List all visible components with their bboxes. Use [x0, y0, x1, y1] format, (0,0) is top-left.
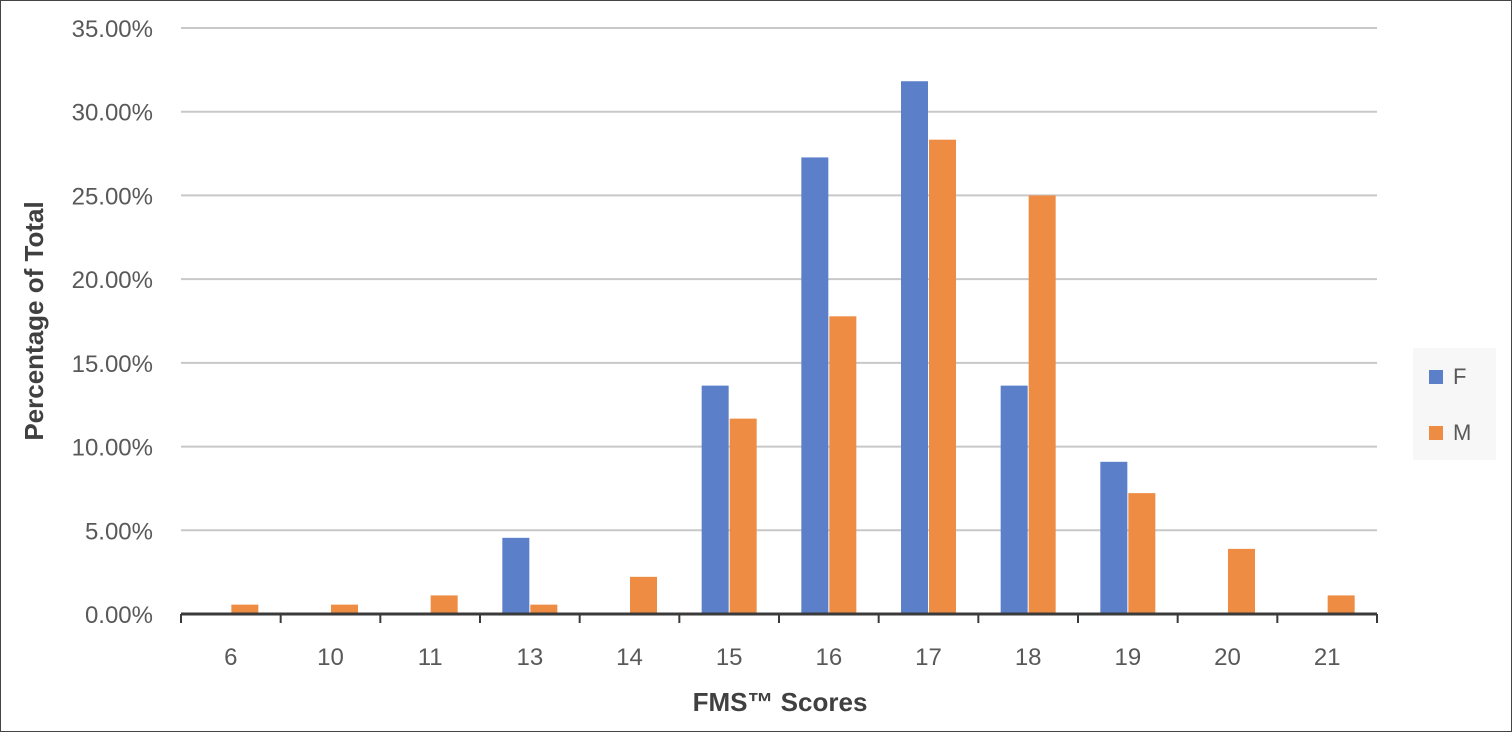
bar-m-14: [630, 576, 657, 614]
bar-m-13: [530, 604, 558, 614]
bar-f-16: [801, 157, 829, 614]
y-tick-label: 25.00%: [72, 183, 153, 210]
bar-m-10: [331, 604, 358, 614]
y-tick-label: 0.00%: [85, 602, 153, 629]
y-tick-label: 10.00%: [72, 435, 153, 462]
x-tick-label: 11: [418, 644, 443, 671]
legend-item-m: M: [1429, 420, 1471, 446]
x-tick-label: 19: [1114, 644, 1141, 671]
x-tick-label: 14: [616, 644, 643, 671]
legend-label-f: F: [1453, 364, 1467, 389]
bar-f-17: [901, 81, 928, 614]
bar-m-11: [430, 595, 458, 614]
gridlines: [181, 27, 1377, 532]
legend-item-f: F: [1429, 364, 1466, 390]
bar-m-16: [829, 316, 857, 614]
y-tick-label: 35.00%: [72, 16, 153, 43]
bar-m-21: [1327, 595, 1355, 614]
x-axis: [180, 612, 1378, 623]
legend-label-m: M: [1453, 420, 1472, 445]
x-axis-title: FMS™ Scores: [693, 687, 868, 717]
x-axis-tick-labels: 6 10 11 13 14 15 16 17 18 19 20 21: [224, 644, 1340, 671]
x-tick-label: 13: [516, 644, 543, 671]
bar-m-17: [929, 139, 956, 614]
legend: F M: [1413, 348, 1496, 460]
bar-m-19: [1128, 493, 1156, 614]
x-tick-label: 10: [317, 644, 344, 671]
bar-f-13: [502, 537, 530, 614]
bar-m-6: [231, 604, 259, 614]
bar-m-20: [1228, 548, 1255, 614]
x-tick-label: 15: [716, 644, 743, 671]
bar-m-15: [729, 418, 757, 614]
y-axis-tick-labels: 0.00% 5.00% 10.00% 15.00% 20.00% 25.00% 30.00%…: [72, 16, 153, 629]
bar-f-19: [1100, 461, 1128, 614]
bar-f-18: [1000, 385, 1028, 614]
legend-swatch-m: [1429, 426, 1443, 440]
x-tick-label: 21: [1314, 644, 1341, 671]
x-tick-label: 6: [224, 644, 237, 671]
x-tick-label: 20: [1214, 644, 1241, 671]
y-axis-title: Percentage of Total: [19, 201, 49, 440]
bars: [231, 81, 1355, 614]
x-tick-label: 16: [815, 644, 842, 671]
y-tick-label: 5.00%: [85, 518, 153, 545]
y-tick-label: 15.00%: [72, 351, 153, 378]
x-tick-label: 18: [1015, 644, 1042, 671]
bar-f-15: [701, 385, 729, 614]
x-tick-label: 17: [915, 644, 942, 671]
legend-swatch-f: [1429, 370, 1443, 384]
y-tick-label: 20.00%: [72, 267, 153, 294]
y-tick-label: 30.00%: [72, 100, 153, 127]
bar-m-18: [1028, 195, 1056, 614]
